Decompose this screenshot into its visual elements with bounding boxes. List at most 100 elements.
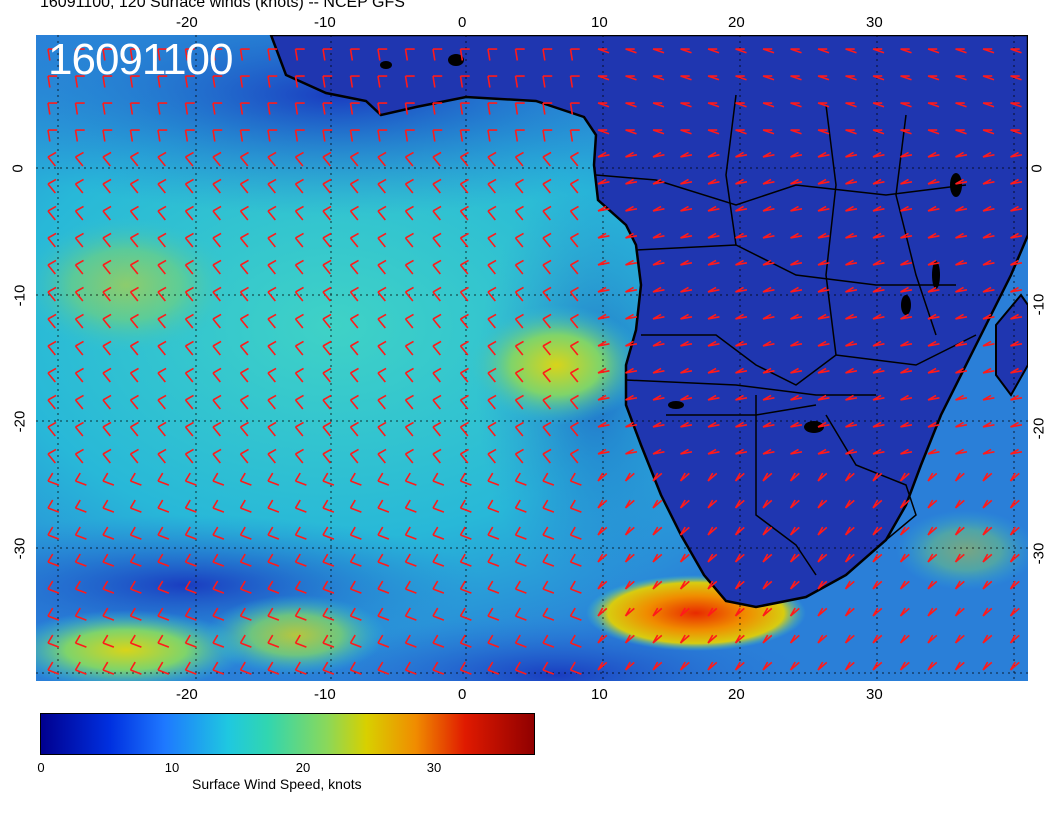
wind-barb	[404, 151, 414, 167]
wind-barb	[74, 553, 87, 567]
wind-barb	[625, 48, 637, 54]
wind-barb	[514, 421, 524, 437]
wind-barb	[844, 526, 855, 536]
wind-barb	[157, 75, 168, 88]
wind-barb	[129, 102, 140, 115]
wind-barb	[625, 259, 638, 266]
wind-barb	[184, 607, 197, 621]
wind-barb	[872, 499, 883, 509]
wind-barb	[1009, 499, 1020, 509]
wind-barb	[47, 286, 57, 302]
wind-barb	[1009, 526, 1020, 536]
lon-tick-top: 30	[866, 14, 883, 31]
wind-barb	[377, 580, 390, 594]
wind-barb	[1010, 205, 1023, 212]
wind-barb	[817, 232, 830, 239]
wind-barb	[432, 607, 445, 621]
wind-barb	[487, 286, 497, 302]
wind-barb	[569, 340, 579, 356]
wind-barb	[129, 178, 139, 194]
wind-barb	[597, 526, 608, 536]
wind-barb	[239, 259, 249, 275]
wind-barb	[322, 472, 335, 486]
wind-barb	[184, 313, 194, 329]
wind-barb	[432, 526, 445, 540]
wind-barb	[900, 313, 913, 320]
wind-barb	[294, 580, 307, 594]
wind-barb	[817, 178, 830, 185]
wind-barb	[927, 607, 938, 617]
wind-barb	[129, 580, 142, 594]
wind-barb	[982, 526, 993, 536]
wind-barb	[432, 313, 442, 329]
wind-barb	[487, 259, 497, 275]
wind-barb	[817, 286, 830, 293]
wind-barb	[487, 421, 497, 437]
wind-barb	[542, 580, 555, 594]
wind-barb	[47, 607, 60, 621]
wind-barb	[129, 472, 142, 486]
wind-barb	[74, 661, 87, 675]
wind-barb	[624, 634, 635, 644]
wind-barb	[927, 394, 940, 401]
wind-barb	[955, 340, 968, 347]
wind-barb	[707, 232, 720, 239]
wind-barb	[212, 661, 225, 675]
wind-barb	[817, 607, 828, 617]
wind-barb	[927, 259, 940, 266]
wind-barb	[1009, 634, 1020, 644]
wind-barb	[404, 313, 414, 329]
wind-barb	[762, 205, 775, 212]
wind-barb	[102, 151, 112, 167]
wind-barb	[322, 232, 332, 248]
wind-barb	[817, 102, 830, 108]
wind-barb	[377, 553, 390, 567]
wind-barb	[844, 499, 855, 509]
wind-barb	[899, 580, 910, 590]
wind-barb	[597, 607, 608, 617]
wind-barb	[294, 634, 307, 648]
wind-barb	[1010, 394, 1023, 401]
wind-barb	[569, 526, 582, 540]
wind-barb	[652, 313, 665, 320]
wind-barb	[955, 232, 968, 239]
wind-barb	[349, 526, 362, 540]
wind-barb	[542, 178, 552, 194]
wind-barb	[954, 634, 965, 644]
wind-barb	[432, 48, 443, 61]
wind-barb	[762, 472, 773, 482]
wind-map	[36, 35, 1028, 681]
wind-barb	[569, 75, 580, 88]
wind-barb	[707, 634, 718, 644]
wind-barb	[74, 313, 84, 329]
wind-barb	[377, 472, 390, 486]
wind-barb	[652, 526, 663, 536]
wind-barb	[1010, 259, 1023, 266]
wind-barb	[955, 48, 967, 54]
wind-barb	[900, 367, 913, 374]
wind-barb	[377, 421, 387, 437]
wind-barb	[349, 661, 362, 675]
wind-barb	[762, 48, 775, 54]
wind-barb	[817, 151, 830, 158]
wind-barb	[1010, 421, 1023, 428]
wind-barb	[74, 102, 85, 115]
wind-barb	[597, 205, 610, 212]
wind-barb	[129, 661, 142, 675]
wind-barb	[267, 232, 277, 248]
wind-barb	[102, 178, 112, 194]
wind-barb	[239, 499, 252, 513]
lat-tick-right: -10	[1030, 293, 1048, 316]
wind-barb	[597, 75, 610, 81]
wind-barb	[735, 340, 748, 347]
wind-barb	[487, 232, 497, 248]
wind-barb	[817, 553, 828, 563]
wind-barb	[212, 48, 223, 61]
wind-barb	[404, 232, 414, 248]
wind-barb	[762, 634, 773, 644]
wind-barb	[102, 48, 113, 61]
wind-barb	[184, 499, 197, 513]
wind-barb	[900, 421, 913, 428]
lat-tick-right: -20	[1030, 417, 1048, 440]
wind-barb	[267, 499, 280, 513]
